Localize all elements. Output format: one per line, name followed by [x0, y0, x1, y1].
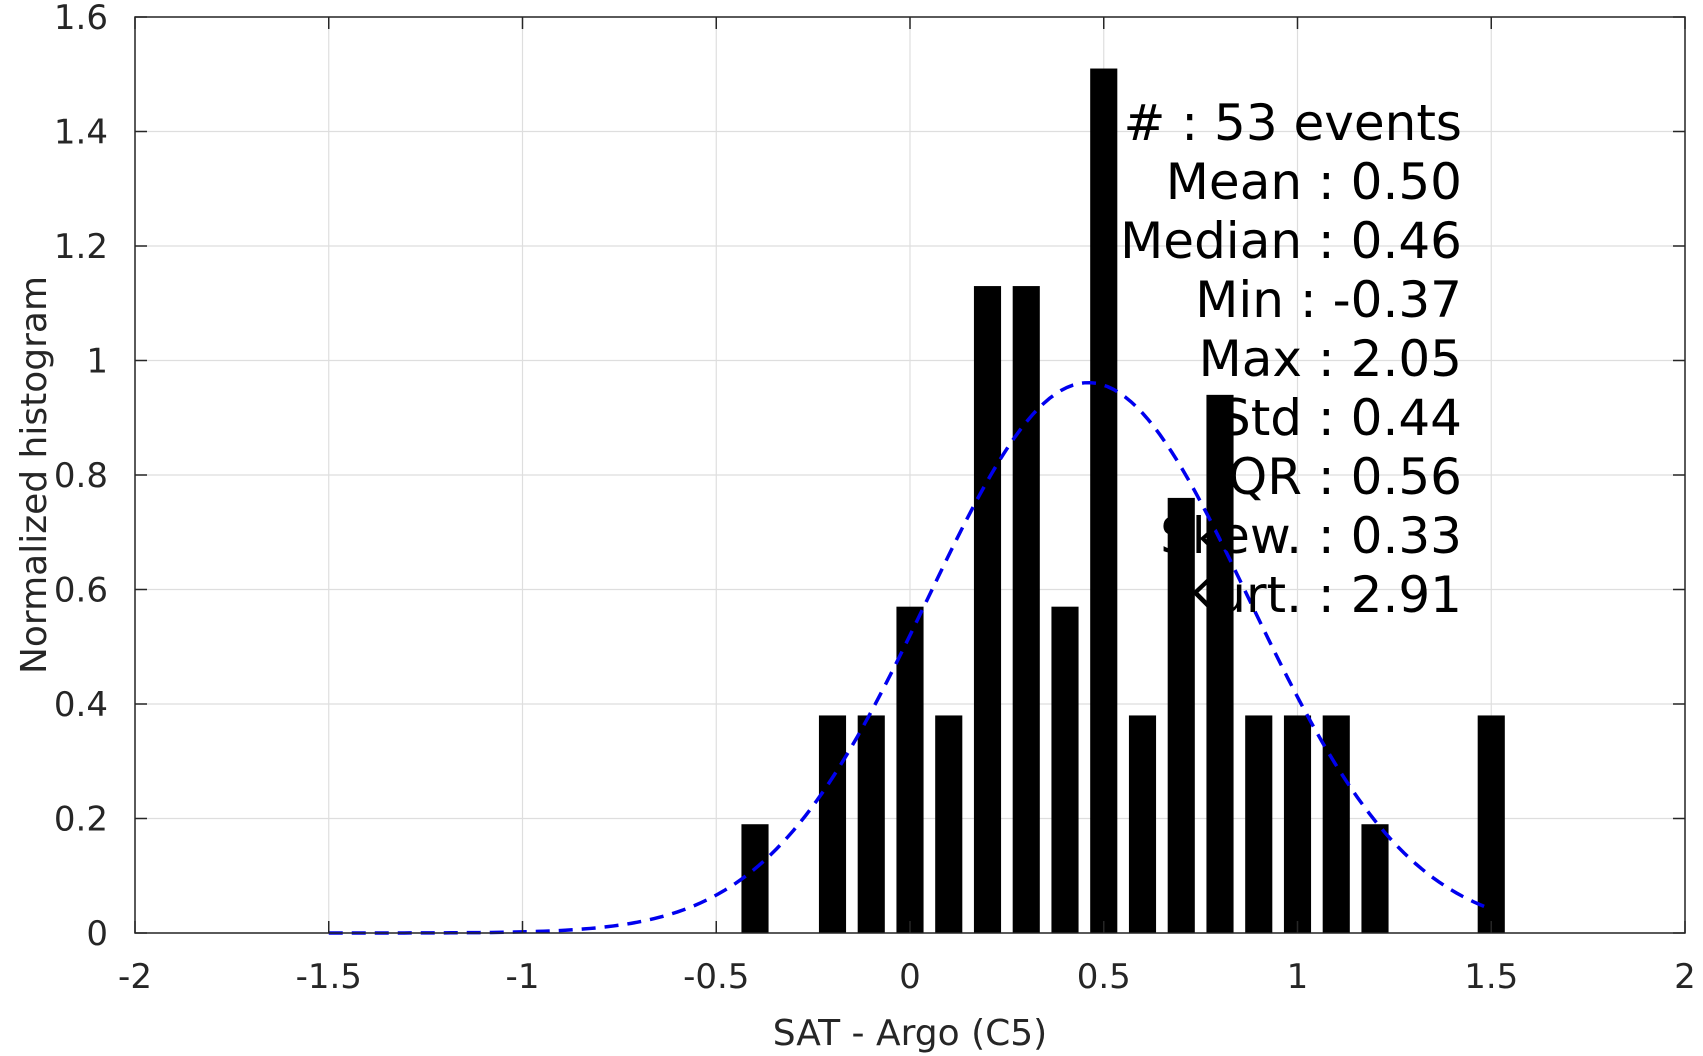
- histogram-bars: [741, 68, 1505, 934]
- y-tick-label: 0.6: [54, 571, 108, 611]
- stats-line: # : 53 events: [1123, 94, 1462, 152]
- y-tick-label: 0.4: [54, 685, 108, 725]
- histogram-bar: [1477, 715, 1505, 933]
- x-tick-label: 0: [899, 957, 921, 997]
- histogram-bar: [857, 715, 885, 933]
- y-tick-label: 0: [86, 914, 108, 954]
- x-tick-label: -1.5: [296, 957, 362, 997]
- x-tick-label: 1: [1287, 957, 1309, 997]
- y-tick-label: 1.4: [54, 113, 108, 153]
- x-tick-label: -1: [506, 957, 540, 997]
- histogram-bar: [896, 606, 924, 933]
- histogram-bar: [1128, 715, 1157, 933]
- histogram-bar: [1361, 824, 1389, 933]
- stats-line: Median : 0.46: [1120, 212, 1462, 270]
- histogram-bar: [973, 286, 1002, 933]
- histogram-bar: [1167, 497, 1195, 933]
- x-tick-label: -0.5: [683, 957, 749, 997]
- y-tick-label: 1.2: [54, 227, 108, 267]
- y-tick-label: 0.8: [54, 456, 108, 496]
- histogram-bar: [1245, 715, 1273, 933]
- stats-line: Max : 2.05: [1199, 330, 1462, 388]
- histogram-bar: [1012, 286, 1040, 933]
- x-tick-label: 0.5: [1077, 957, 1131, 997]
- y-tick-label: 0.2: [54, 800, 108, 840]
- stats-line: Std : 0.44: [1219, 389, 1462, 447]
- axes: -2 -1.5 -1 -0.5 0 0.5 1 1.5 2 0 0.2 0.4 0.6 0.8 1 1.2 1.…: [54, 0, 1696, 997]
- histogram-bar: [1206, 394, 1234, 934]
- y-tick-label: 1.6: [54, 0, 108, 38]
- histogram-bar: [935, 715, 963, 933]
- x-tick-label: 2: [1674, 957, 1696, 997]
- stats-line: Kurt. : 2.91: [1184, 566, 1462, 624]
- stats-line: Mean : 0.50: [1166, 153, 1462, 211]
- histogram-bar: [1090, 68, 1118, 933]
- y-axis-label: Normalized histogram: [14, 276, 55, 674]
- histogram-bar: [741, 824, 769, 933]
- x-tick-label: -2: [118, 957, 152, 997]
- histogram-bar: [1283, 715, 1312, 933]
- y-tick-label: 1: [86, 342, 108, 382]
- x-axis-label: SAT - Argo (C5): [773, 1013, 1047, 1054]
- histogram-bar: [818, 715, 847, 933]
- histogram-bar: [1322, 715, 1350, 933]
- stats-line: Skew. : 0.33: [1160, 507, 1462, 565]
- stats-line: Min : -0.37: [1195, 271, 1462, 329]
- histogram-bar: [1051, 606, 1079, 933]
- x-tick-label: 1.5: [1464, 957, 1518, 997]
- stats-line: IQR : 0.56: [1213, 448, 1462, 506]
